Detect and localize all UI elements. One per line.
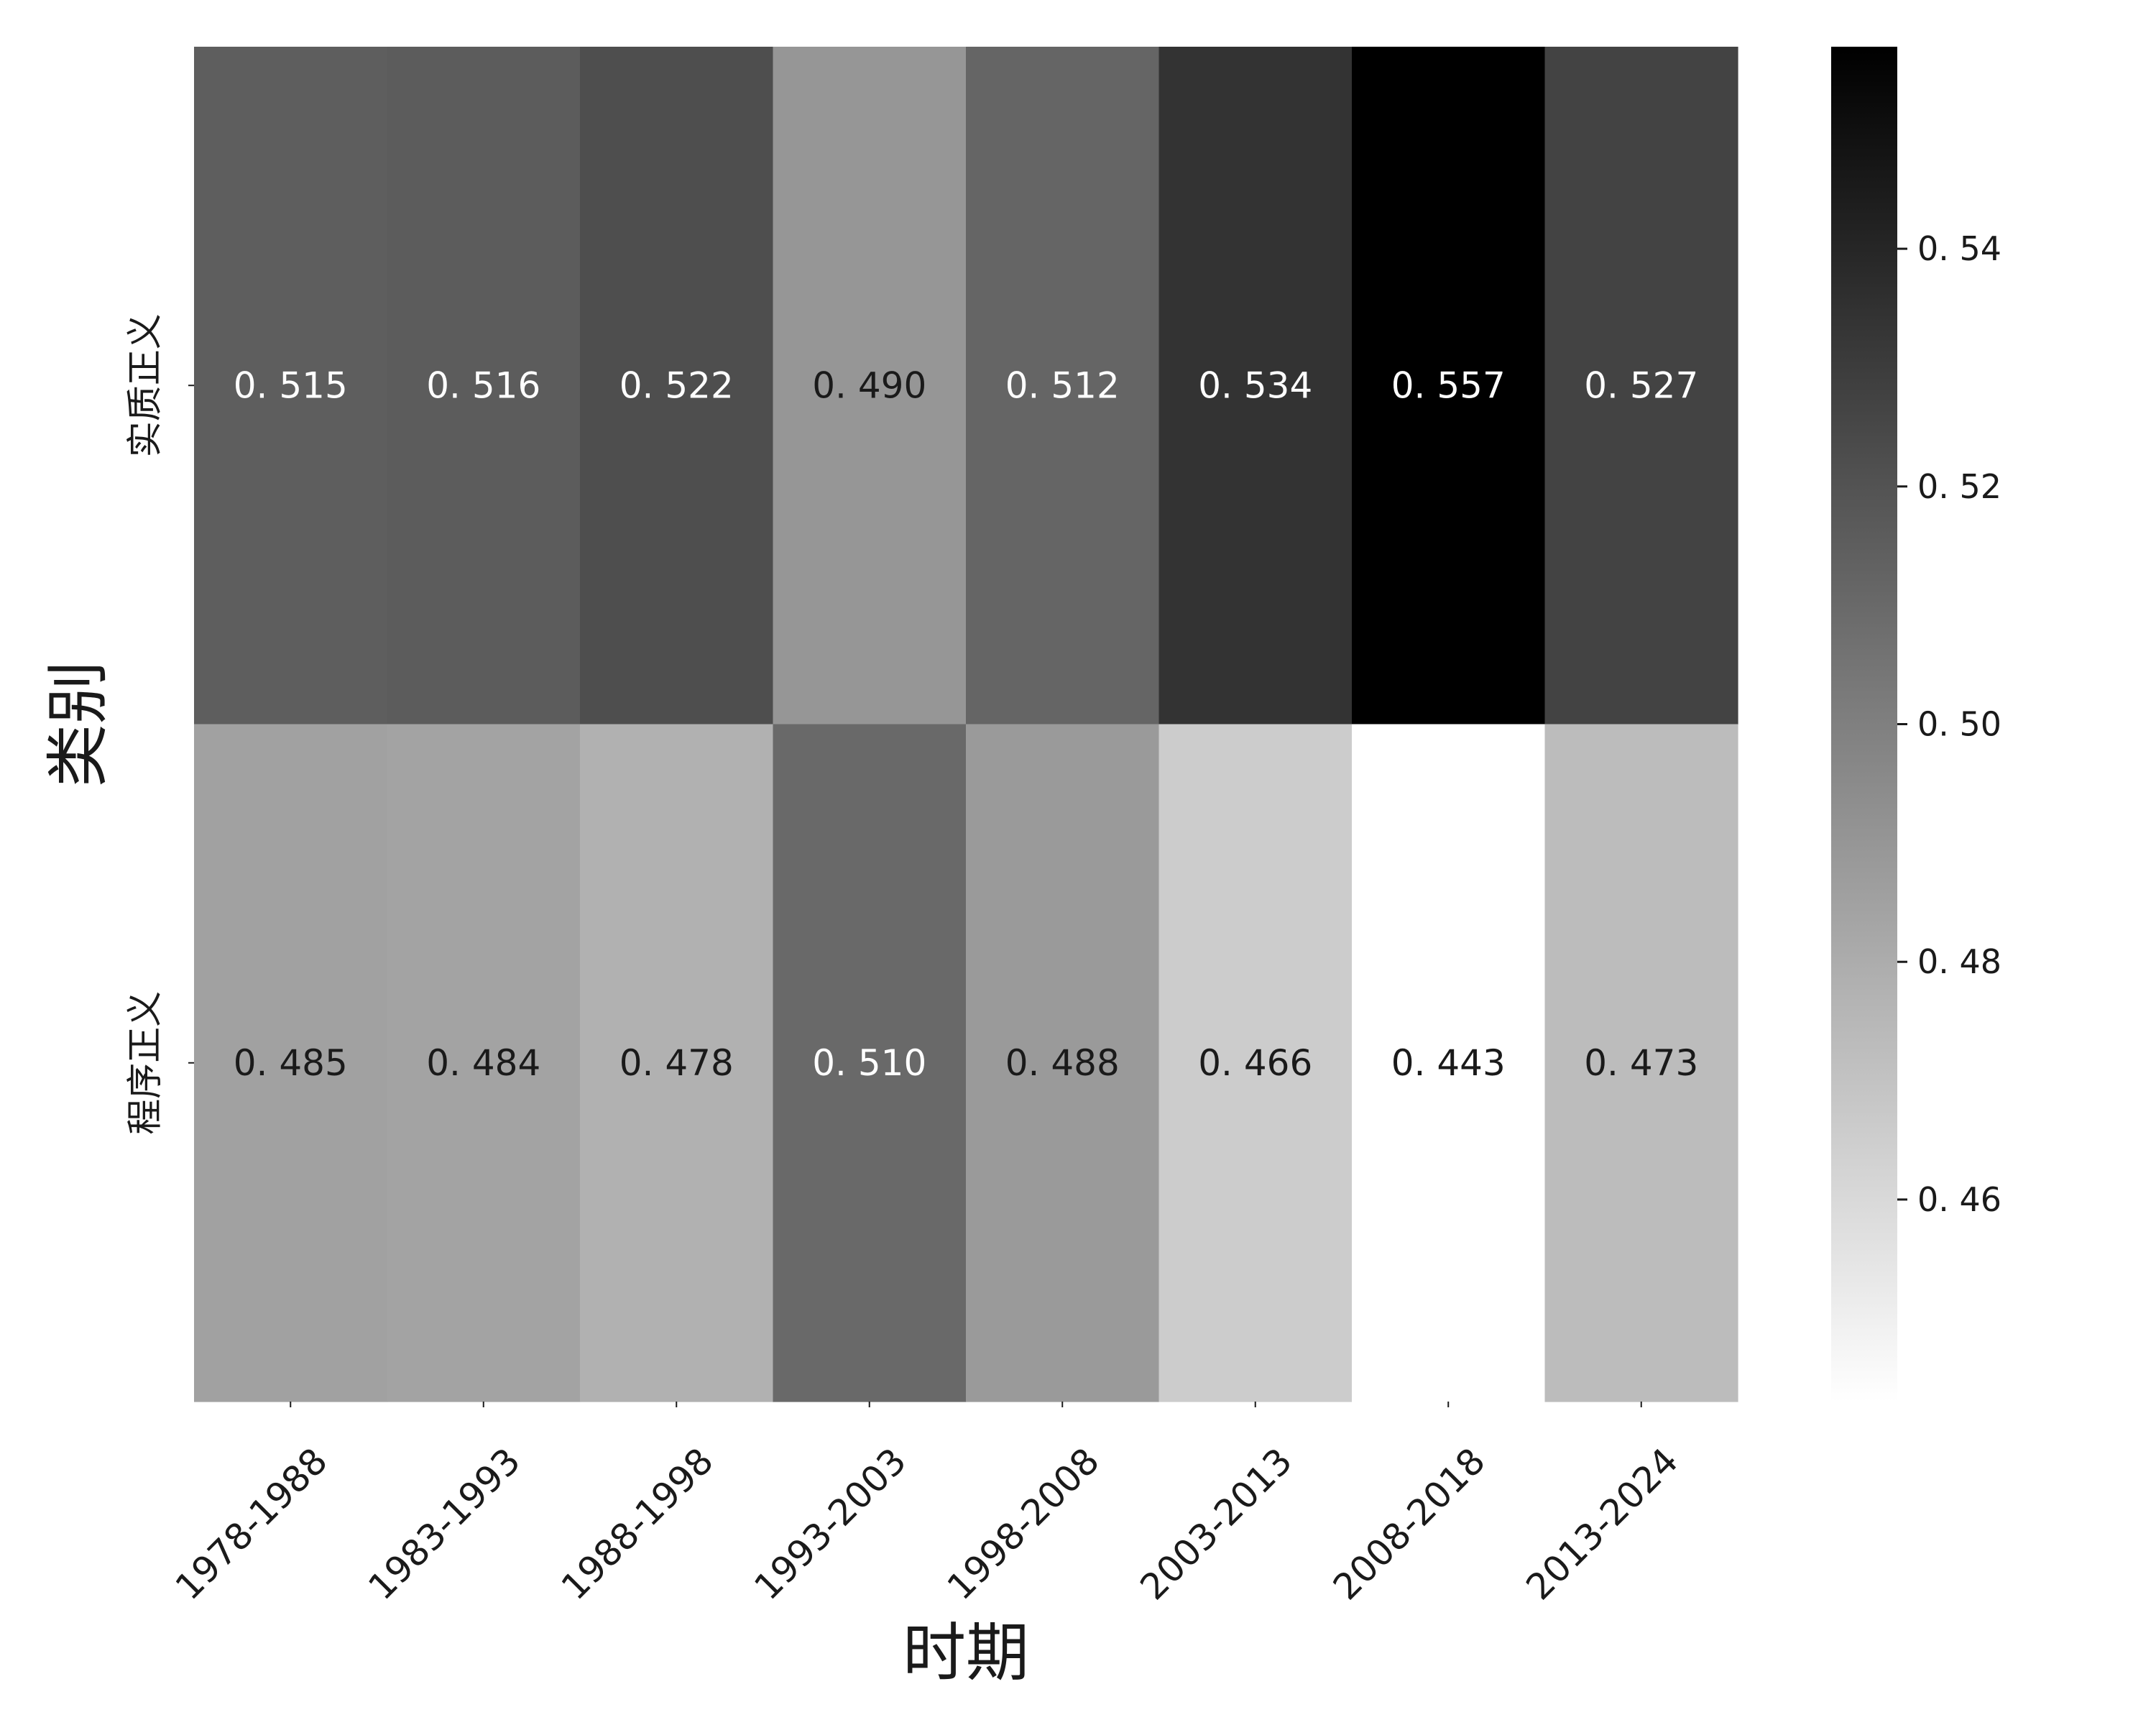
heatmap-cell: [966, 724, 1160, 1402]
colorbar-tick-label: 0. 50: [1917, 705, 2001, 744]
x-tick-label: 1978-1988: [167, 1440, 336, 1608]
cell-value-label: 0. 515: [234, 364, 348, 406]
cell-value-label: 0. 490: [812, 364, 926, 406]
heatmap-cell: [773, 724, 967, 1402]
heatmap-cell: [1352, 724, 1546, 1402]
y-tick-label: 实质正义: [124, 313, 166, 457]
y-tick-label: 程序正义: [124, 991, 166, 1135]
x-axis-title: 时期: [903, 1616, 1029, 1690]
cell-value-label: 0. 485: [234, 1042, 348, 1084]
colorbar-gradient: [1831, 47, 1897, 1402]
colorbar-tick-label: 0. 54: [1917, 229, 2001, 268]
x-tick-label: 1998-2008: [939, 1440, 1107, 1608]
cell-value-label: 0. 484: [426, 1042, 540, 1084]
heatmap-cell: [1158, 724, 1353, 1402]
heatmap-cell: [1158, 47, 1353, 725]
heatmap-cell: [387, 724, 581, 1402]
x-tick-label: 1993-2003: [747, 1440, 915, 1608]
heatmap-cell: [194, 724, 388, 1402]
cell-value-label: 0. 534: [1198, 364, 1312, 406]
y-axis-title: 类别: [41, 661, 115, 787]
cell-value-label: 0. 512: [1005, 364, 1120, 406]
cell-value-label: 0. 510: [812, 1042, 926, 1084]
x-tick-label: 1988-1998: [553, 1440, 722, 1608]
x-tick-label: 2008-2018: [1325, 1440, 1493, 1608]
heatmap-cell: [580, 47, 774, 725]
heatmap-cells: [194, 47, 1738, 1402]
cell-value-label: 0. 478: [619, 1042, 734, 1084]
x-tick-label: 1983-1993: [361, 1440, 529, 1608]
heatmap-cell: [773, 47, 967, 725]
heatmap-cell: [387, 47, 581, 725]
x-tick-label: 2003-2013: [1133, 1440, 1301, 1608]
colorbar: 0. 46 0. 48 0. 50 0. 52 0. 54: [1831, 47, 2001, 1402]
cell-value-label: 0. 488: [1005, 1042, 1120, 1084]
heatmap-cell: [966, 47, 1160, 725]
cell-value-label: 0. 527: [1584, 364, 1698, 406]
x-tick-label: 2013-2024: [1519, 1440, 1687, 1608]
cell-value-label: 0. 466: [1198, 1042, 1312, 1084]
x-tick-labels: 1978-1988 1983-1993 1988-1998 1993-2003 1998…: [167, 1402, 1686, 1608]
cell-value-label: 0. 522: [619, 364, 734, 406]
heatmap-cell: [1544, 724, 1738, 1402]
cell-value-labels: 0. 515 0. 516 0. 522 0. 490 0. 512 0. 534 0. 5…: [234, 364, 1699, 1084]
colorbar-tick-label: 0. 52: [1917, 467, 2001, 506]
heatmap-cell: [580, 724, 774, 1402]
colorbar-tick-label: 0. 46: [1917, 1180, 2001, 1219]
heatmap-cell: [1352, 47, 1546, 725]
heatmap-cell: [194, 47, 388, 725]
colorbar-tick-label: 0. 48: [1917, 942, 2001, 981]
cell-value-label: 0. 443: [1391, 1042, 1506, 1084]
colorbar-ticks: 0. 46 0. 48 0. 50 0. 52 0. 54: [1897, 229, 2001, 1219]
cell-value-label: 0. 557: [1391, 364, 1506, 406]
heatmap-cell: [1544, 47, 1738, 725]
cell-value-label: 0. 516: [426, 364, 540, 406]
cell-value-label: 0. 473: [1584, 1042, 1698, 1084]
